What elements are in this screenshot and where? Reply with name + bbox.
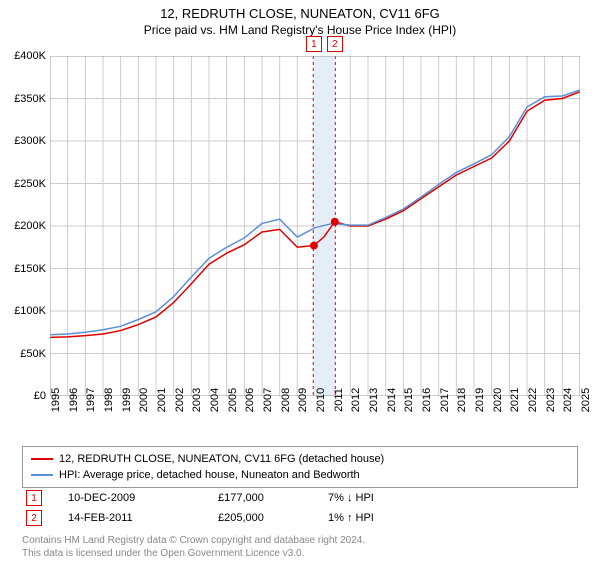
x-axis-label: 2022 [527, 388, 539, 412]
y-axis-label: £50K [20, 348, 46, 360]
y-axis-label: £400K [14, 50, 46, 62]
x-axis-label: 2005 [227, 388, 239, 412]
y-axis-label: £0 [34, 390, 46, 402]
legend-row: 12, REDRUTH CLOSE, NUNEATON, CV11 6FG (d… [31, 451, 569, 467]
marker-badge: 1 [26, 490, 42, 506]
x-axis-label: 2002 [174, 388, 186, 412]
x-axis-label: 2021 [509, 388, 521, 412]
chart-area: £0£50K£100K£150K£200K£250K£300K£350K£400… [50, 56, 580, 396]
x-axis-label: 2016 [421, 388, 433, 412]
y-axis-label: £250K [14, 178, 46, 190]
chart-svg [50, 56, 580, 396]
legend-label: HPI: Average price, detached house, Nune… [59, 467, 360, 483]
x-axis-label: 2013 [368, 388, 380, 412]
x-axis-label: 2008 [280, 388, 292, 412]
marker-table: 1 10-DEC-2009£177,0007% ↓ HPI 2 14-FEB-2011… [22, 488, 578, 528]
marker-date: 10-DEC-2009 [68, 492, 218, 504]
chart-marker-badge: 2 [327, 36, 343, 52]
chart-title: 12, REDRUTH CLOSE, NUNEATON, CV11 6FG [0, 6, 600, 21]
x-axis-label: 1998 [103, 388, 115, 412]
marker-price: £177,000 [218, 492, 328, 504]
x-axis-label: 2015 [403, 388, 415, 412]
legend-swatch [31, 458, 53, 460]
x-axis-label: 1995 [50, 388, 62, 412]
chart-subtitle: Price paid vs. HM Land Registry's House … [0, 23, 600, 37]
x-axis-label: 2014 [386, 388, 398, 412]
legend-label: 12, REDRUTH CLOSE, NUNEATON, CV11 6FG (d… [59, 451, 384, 467]
marker-row: 2 14-FEB-2011£205,0001% ↑ HPI [22, 508, 578, 528]
marker-badge: 2 [26, 510, 42, 526]
marker-change: 7% ↓ HPI [328, 492, 438, 504]
marker-change: 1% ↑ HPI [328, 512, 438, 524]
x-axis-label: 2019 [474, 388, 486, 412]
y-axis-label: £100K [14, 305, 46, 317]
x-axis-label: 2017 [439, 388, 451, 412]
x-axis-label: 1999 [121, 388, 133, 412]
y-axis-label: £150K [14, 263, 46, 275]
x-axis-label: 2024 [562, 388, 574, 412]
x-axis-label: 2023 [545, 388, 557, 412]
footer-line-2: This data is licensed under the Open Gov… [22, 547, 365, 560]
footer-line-1: Contains HM Land Registry data © Crown c… [22, 534, 365, 547]
x-axis-label: 1997 [85, 388, 97, 412]
x-axis-label: 2011 [333, 388, 345, 412]
chart-container: 12, REDRUTH CLOSE, NUNEATON, CV11 6FG Pr… [0, 6, 600, 566]
x-axis-label: 2000 [138, 388, 150, 412]
x-axis-label: 2004 [209, 388, 221, 412]
x-axis-label: 2010 [315, 388, 327, 412]
legend-swatch [31, 474, 53, 476]
x-axis-label: 2003 [191, 388, 203, 412]
x-axis-label: 2020 [492, 388, 504, 412]
footer-text: Contains HM Land Registry data © Crown c… [22, 534, 365, 560]
marker-date: 14-FEB-2011 [68, 512, 218, 524]
x-axis-label: 2009 [297, 388, 309, 412]
y-axis-label: £200K [14, 220, 46, 232]
x-axis-label: 2012 [350, 388, 362, 412]
x-axis-label: 2001 [156, 388, 168, 412]
legend-row: HPI: Average price, detached house, Nune… [31, 467, 569, 483]
x-axis-label: 2025 [580, 388, 592, 412]
legend-box: 12, REDRUTH CLOSE, NUNEATON, CV11 6FG (d… [22, 446, 578, 488]
marker-row: 1 10-DEC-2009£177,0007% ↓ HPI [22, 488, 578, 508]
chart-marker-badge: 1 [306, 36, 322, 52]
y-axis-label: £300K [14, 135, 46, 147]
marker-price: £205,000 [218, 512, 328, 524]
x-axis-label: 2018 [456, 388, 468, 412]
x-axis-label: 1996 [68, 388, 80, 412]
y-axis-label: £350K [14, 93, 46, 105]
x-axis-label: 2006 [244, 388, 256, 412]
x-axis-label: 2007 [262, 388, 274, 412]
